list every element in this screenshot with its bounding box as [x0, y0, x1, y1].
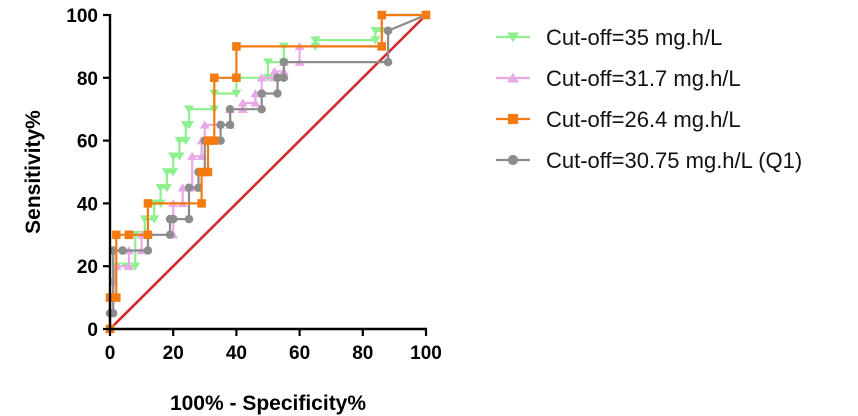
- legend-item-3: Cut-off=30.75 mg.h/L (Q1): [496, 148, 802, 173]
- x-axis-title: 100% - Specificity%: [170, 392, 366, 415]
- x-tick-label: 60: [289, 343, 310, 364]
- y-tick-label: 40: [77, 194, 98, 215]
- data-point: [187, 151, 198, 161]
- legend-marker: [507, 154, 519, 166]
- y-tick-label: 60: [77, 132, 98, 153]
- data-point: [225, 120, 235, 130]
- y-tick-label: 80: [77, 69, 98, 90]
- reference-line: [109, 14, 427, 330]
- data-point: [377, 42, 387, 51]
- data-point: [279, 73, 289, 83]
- data-point: [269, 67, 280, 76]
- data-point: [174, 136, 185, 146]
- data-point: [250, 98, 261, 107]
- data-point: [210, 73, 219, 83]
- data-point: [232, 73, 241, 83]
- data-point: [184, 183, 194, 192]
- plot-area: [105, 10, 431, 334]
- y-tick-label: 0: [87, 320, 98, 341]
- data-point: [383, 26, 393, 35]
- x-tick-label: 80: [352, 343, 373, 364]
- legend: Cut-off=35 mg.h/L Cut-off=31.7 mg.h/L Cut-…: [496, 25, 802, 173]
- y-tick-label: 100: [66, 6, 98, 27]
- data-point: [370, 36, 381, 45]
- data-point: [149, 215, 160, 224]
- data-point: [231, 89, 242, 98]
- data-point: [174, 152, 185, 161]
- data-point: [203, 136, 213, 145]
- legend-item-2: Cut-off=26.4 mg.h/L: [496, 107, 741, 132]
- legend-label: Cut-off=30.75 mg.h/L (Q1): [546, 148, 802, 173]
- data-point: [377, 10, 387, 20]
- data-point: [112, 230, 121, 240]
- data-point: [197, 199, 206, 208]
- legend-marker: [507, 72, 519, 83]
- legend-label: Cut-off=26.4 mg.h/L: [546, 107, 741, 132]
- data-point: [273, 73, 282, 83]
- x-tick-label: 0: [105, 343, 116, 364]
- data-point: [168, 152, 179, 161]
- data-point: [237, 98, 248, 107]
- data-point: [232, 42, 241, 51]
- legend-marker: [507, 113, 519, 125]
- axes: 0 20 40 60 80 100 0 20 40 60 80 100: [66, 6, 442, 364]
- data-point: [143, 230, 153, 240]
- legend-marker: [507, 32, 519, 43]
- data-point: [165, 230, 175, 240]
- data-point: [203, 167, 213, 177]
- data-point: [180, 136, 191, 146]
- data-point: [112, 293, 121, 302]
- data-point: [155, 183, 166, 193]
- data-point: [257, 89, 266, 98]
- data-point: [256, 73, 267, 82]
- data-point: [310, 36, 321, 45]
- legend-label: Cut-off=35 mg.h/L: [546, 25, 722, 50]
- data-point: [184, 121, 194, 130]
- data-point: [263, 58, 273, 67]
- data-point: [143, 199, 153, 208]
- data-point: [123, 261, 134, 270]
- x-tick-label: 40: [226, 343, 247, 364]
- series-2: [105, 10, 431, 334]
- data-point: [130, 262, 141, 271]
- data-point: [161, 168, 172, 177]
- x-tick-label: 20: [163, 343, 184, 364]
- data-point: [370, 26, 381, 36]
- legend-label: Cut-off=31.7 mg.h/L: [546, 66, 741, 91]
- legend-item-0: Cut-off=35 mg.h/L: [496, 25, 722, 50]
- data-point: [168, 168, 179, 177]
- x-tick-label: 100: [410, 343, 442, 364]
- data-point: [210, 136, 219, 145]
- legend-item-1: Cut-off=31.7 mg.h/L: [496, 66, 741, 91]
- data-point: [124, 230, 134, 240]
- data-point: [168, 214, 178, 224]
- data-point: [279, 57, 289, 67]
- data-point: [383, 57, 393, 67]
- data-point: [421, 10, 431, 20]
- data-point: [199, 120, 210, 129]
- data-point: [184, 105, 194, 114]
- data-point: [161, 183, 172, 193]
- y-tick-label: 20: [77, 257, 98, 278]
- data-point: [118, 246, 127, 255]
- data-point: [184, 214, 194, 224]
- data-point: [216, 120, 225, 130]
- data-point: [257, 104, 266, 114]
- y-axis-title: Sensitivity%: [22, 110, 45, 234]
- data-point: [143, 246, 153, 255]
- data-point: [273, 89, 282, 98]
- data-point: [197, 167, 206, 177]
- data-point: [225, 104, 235, 114]
